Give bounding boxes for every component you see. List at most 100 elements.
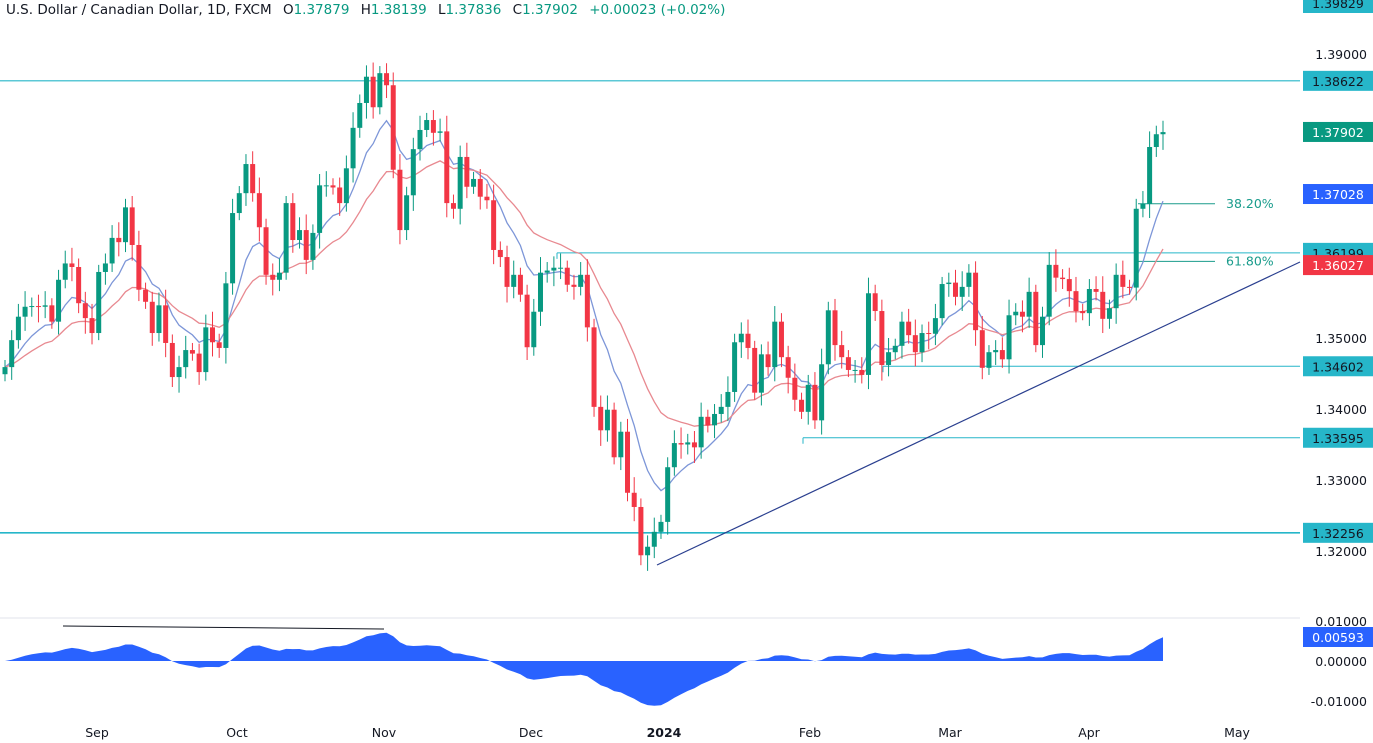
candle [136, 230, 142, 302]
candle [852, 360, 858, 383]
candle-body [799, 399, 805, 412]
candle-body [792, 377, 798, 400]
candle-body [270, 274, 276, 280]
candle-body [1100, 291, 1106, 319]
level-price-tag-bg [1303, 522, 1373, 543]
candle [149, 291, 155, 346]
candle-body [1093, 289, 1099, 292]
candle-body [705, 416, 711, 426]
candle-body [571, 284, 577, 287]
candle [651, 517, 657, 559]
candle-body [712, 413, 718, 426]
candle-body [504, 257, 510, 287]
candle-body [698, 416, 704, 448]
candle-body [845, 357, 851, 370]
candle [169, 334, 175, 387]
candle [504, 245, 510, 303]
candle [812, 372, 818, 429]
candle-body [9, 340, 15, 368]
candle [604, 395, 610, 442]
candle [551, 256, 557, 287]
level-price-tag-bg [1303, 356, 1373, 377]
candle-body [1147, 147, 1153, 204]
candle [524, 284, 530, 361]
candle [203, 314, 209, 381]
candle-body [912, 335, 918, 353]
candle-body [899, 321, 905, 346]
candle-body [725, 391, 731, 407]
candle [397, 154, 403, 245]
candle-body [511, 274, 517, 287]
candle [210, 311, 216, 357]
candle [598, 395, 604, 446]
candle-body [819, 364, 825, 421]
candle-body [317, 185, 323, 233]
candle [384, 63, 390, 99]
candle-body [665, 467, 671, 522]
candle-body [189, 350, 195, 354]
candle [410, 137, 416, 211]
candle-body [230, 213, 236, 284]
candle [685, 433, 691, 455]
oscillator-value-tag-text: 0.00593 [1312, 630, 1364, 645]
candle-body [1006, 315, 1012, 360]
slow-ma-price-tag: 1.36027 [1303, 255, 1373, 276]
candle [350, 112, 356, 183]
candle-body [691, 442, 697, 448]
candle [571, 274, 577, 300]
candle [752, 340, 758, 400]
candle [49, 298, 55, 329]
candle [671, 430, 677, 476]
price-axis-tick: 1.35000 [1315, 331, 1367, 346]
candle [62, 250, 68, 289]
fib-level-label: 38.20% [1226, 196, 1274, 211]
candle-body [939, 284, 945, 319]
candle [678, 427, 684, 459]
candle-body [598, 406, 604, 431]
candle [1033, 284, 1039, 353]
candle [1100, 276, 1106, 334]
candle-body [959, 286, 965, 297]
candle-body [477, 178, 483, 197]
price-axis-tick: 1.33000 [1315, 473, 1367, 488]
candle [1019, 300, 1025, 333]
candle-body [42, 305, 48, 307]
candle [832, 298, 838, 361]
candle-body [611, 409, 617, 458]
candle [290, 193, 296, 253]
candle [390, 72, 396, 179]
candle-body [430, 120, 436, 133]
candle [276, 258, 282, 292]
candle [725, 376, 731, 422]
candle [109, 225, 115, 272]
oscillator-axis-tick: 0.00000 [1315, 654, 1367, 669]
candle-body [283, 203, 289, 273]
oscillator-value-tag-bg [1303, 627, 1373, 647]
candle-body [865, 293, 871, 375]
candle-body [738, 333, 744, 343]
candle [317, 173, 323, 249]
candle [932, 303, 938, 346]
candle-body [973, 272, 979, 331]
divergence-line [62, 625, 385, 630]
candle-body [718, 406, 724, 414]
candle [839, 330, 845, 369]
candle [865, 277, 871, 390]
candle [537, 257, 543, 326]
candle [772, 306, 778, 382]
high-value: 1.38139 [370, 2, 427, 18]
candle-body [15, 316, 21, 341]
top-price-tag: 1.39829 [1303, 0, 1373, 13]
candle [491, 184, 497, 265]
candle [986, 345, 992, 375]
candle-body [732, 342, 738, 392]
candle-body [886, 352, 892, 365]
candle [457, 145, 463, 225]
fast-ma-price-tag-text: 1.37028 [1312, 187, 1364, 202]
candle-body [604, 409, 610, 431]
candle [236, 186, 242, 221]
candle [330, 178, 336, 195]
candle-body [2, 367, 8, 375]
candle [511, 260, 517, 299]
